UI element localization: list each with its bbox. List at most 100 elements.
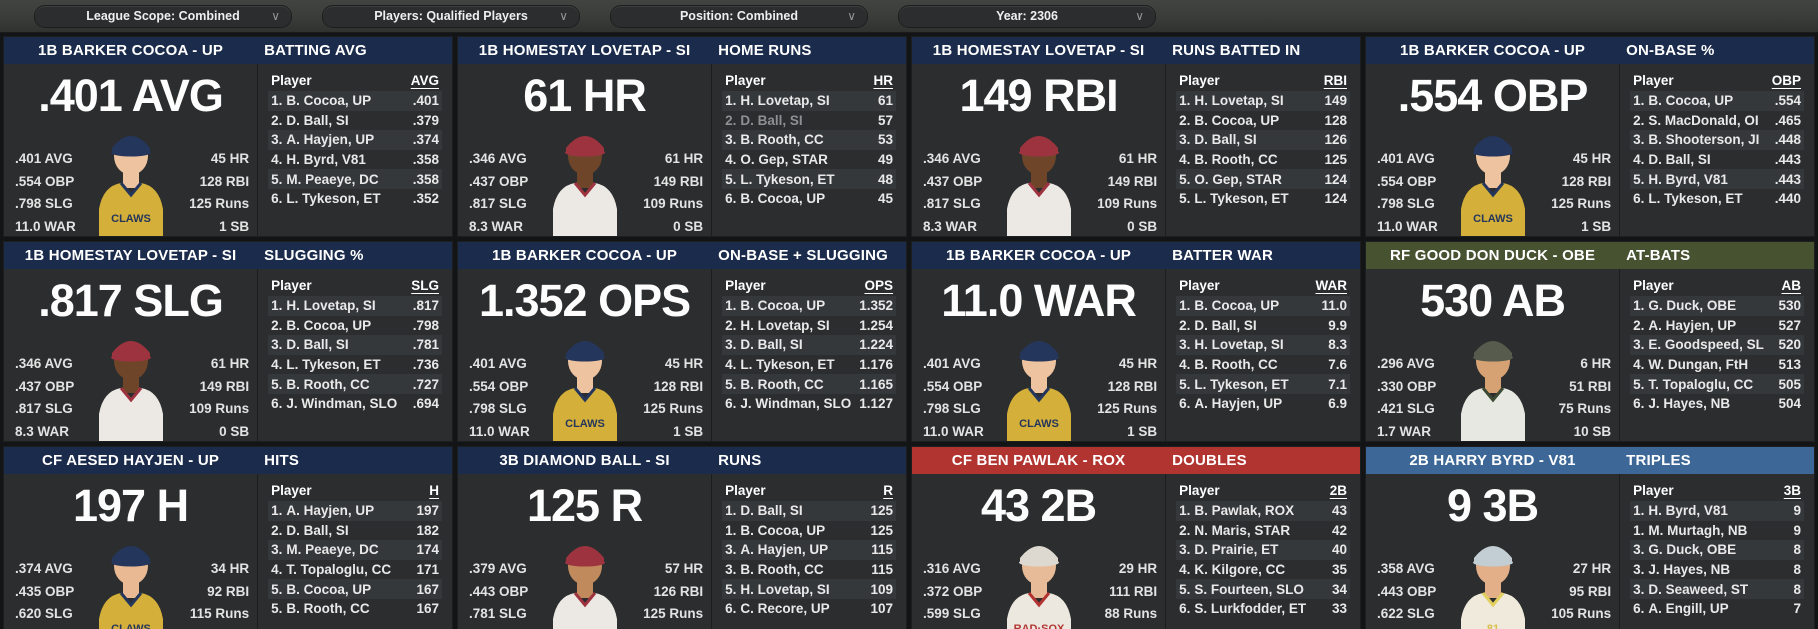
player-name-link[interactable]: H. Byrd, V81 <box>1648 171 1728 187</box>
player-name-link[interactable]: T. Topaloglu, CC <box>286 562 392 578</box>
player-name-link[interactable]: A. Hayjen, UP <box>740 542 829 558</box>
player-name-link[interactable]: S. Lurkfodder, ET <box>1194 601 1307 617</box>
player-name-link[interactable]: L. Tykeson, ET <box>286 357 381 373</box>
player-name-link[interactable]: K. Kilgore, CC <box>1194 562 1286 578</box>
leaderboard-row[interactable]: 5. H. Byrd, V81 .443 <box>1630 169 1804 189</box>
player-portrait[interactable]: CLAWS <box>524 319 646 441</box>
player-name-link[interactable]: G. Duck, OBE <box>1648 542 1737 558</box>
player-name-link[interactable]: B. Shooterson, JI <box>1648 132 1760 148</box>
leaderboard-row[interactable]: 3. E. Goodspeed, SL 520 <box>1630 335 1804 355</box>
player-name-link[interactable]: B. Rooth, CC <box>740 376 824 392</box>
leaderboard-row[interactable]: 1. H. Lovetap, SI .817 <box>268 296 442 316</box>
player-name-link[interactable]: S. MacDonald, OI <box>1648 112 1759 128</box>
player-name-link[interactable]: H. Byrd, V81 <box>286 152 366 168</box>
leaderboard-row[interactable]: 3. D. Ball, SI 126 <box>1176 130 1350 150</box>
leaderboard-row[interactable]: 6. S. Lurkfodder, ET 33 <box>1176 599 1350 619</box>
position-dropdown[interactable]: Position: Combined <box>610 4 868 28</box>
leaderboard-row[interactable]: 6. J. Windman, SLO .694 <box>268 394 442 414</box>
leaderboard-row[interactable]: 4. L. Tykeson, ET 1.176 <box>722 355 896 375</box>
leaderboard-row[interactable]: 5. L. Tykeson, ET 7.1 <box>1176 374 1350 394</box>
player-portrait[interactable] <box>524 524 646 629</box>
leaderboard-row[interactable]: 3. D. Seaweed, ST 8 <box>1630 579 1804 599</box>
player-name-link[interactable]: B. Rooth, CC <box>1194 152 1278 168</box>
leaderboard-row[interactable]: 5. B. Cocoa, UP 167 <box>268 579 442 599</box>
league-scope-dropdown[interactable]: League Scope: Combined <box>34 4 292 28</box>
leaderboard-row[interactable]: 5. L. Tykeson, ET 48 <box>722 169 896 189</box>
leaderboard-row[interactable]: 6. A. Hayjen, UP 6.9 <box>1176 394 1350 414</box>
player-portrait[interactable]: CLAWS <box>70 524 192 629</box>
leaderboard-row[interactable]: 1. H. Lovetap, SI 149 <box>1176 91 1350 111</box>
player-name-link[interactable]: M. Peaeye, DC <box>286 542 379 558</box>
player-name-link[interactable]: B. Cocoa, UP <box>1194 298 1280 314</box>
player-name-link[interactable]: B. Rooth, CC <box>1194 357 1278 373</box>
leaderboard-row[interactable]: 1. B. Cocoa, UP .401 <box>268 91 442 111</box>
player-name-link[interactable]: B. Cocoa, UP <box>740 298 826 314</box>
leaderboard-row[interactable]: 5. M. Peaeye, DC .358 <box>268 169 442 189</box>
player-portrait[interactable]: CLAWS <box>978 319 1100 441</box>
leaderboard-row[interactable]: 3. H. Lovetap, SI 8.3 <box>1176 335 1350 355</box>
leaderboard-row[interactable]: 3. B. Rooth, CC 115 <box>722 560 896 580</box>
player-name-link[interactable]: B. Rooth, CC <box>286 376 370 392</box>
leaderboard-row[interactable]: 3. B. Rooth, CC 53 <box>722 130 896 150</box>
player-name-link[interactable]: D. Ball, SI <box>286 337 349 353</box>
leaderboard-row[interactable]: 4. B. Rooth, CC 125 <box>1176 150 1350 170</box>
leaderboard-row[interactable]: 3. A. Hayjen, UP 115 <box>722 540 896 560</box>
leaderboard-row[interactable]: 6. L. Tykeson, ET .352 <box>268 189 442 209</box>
leaderboard-row[interactable]: 1. G. Duck, OBE 530 <box>1630 296 1804 316</box>
leaderboard-row[interactable]: 6. A. Engill, UP 7 <box>1630 599 1804 619</box>
leader-player-link[interactable]: 3B DIAMOND BALL - SI <box>499 452 670 469</box>
player-portrait[interactable]: 81 <box>1432 524 1554 629</box>
player-name-link[interactable]: B. Cocoa, UP <box>740 191 826 207</box>
leaderboard-row[interactable]: 5. H. Lovetap, SI 109 <box>722 579 896 599</box>
leaderboard-row[interactable]: 4. L. Tykeson, ET .736 <box>268 355 442 375</box>
player-name-link[interactable]: A. Hayjen, UP <box>286 503 375 519</box>
player-name-link[interactable]: B. Cocoa, UP <box>1194 112 1280 128</box>
player-name-link[interactable]: T. Topaloglu, CC <box>1648 376 1754 392</box>
player-name-link[interactable]: D. Ball, SI <box>740 503 803 519</box>
leaderboard-row[interactable]: 1. B. Cocoa, UP 125 <box>722 521 896 541</box>
leaderboard-row[interactable]: 5. S. Fourteen, SLO 34 <box>1176 579 1350 599</box>
leader-player-link[interactable]: 2B HARRY BYRD - V81 <box>1409 452 1576 469</box>
leaderboard-row[interactable]: 2. S. MacDonald, OI .465 <box>1630 111 1804 131</box>
leaderboard-row[interactable]: 2. D. Ball, SI .379 <box>268 111 442 131</box>
leaderboard-row[interactable]: 1. D. Ball, SI 125 <box>722 501 896 521</box>
leaderboard-row[interactable]: 3. D. Ball, SI 1.224 <box>722 335 896 355</box>
player-portrait[interactable]: CLAWS <box>70 114 192 236</box>
player-name-link[interactable]: D. Ball, SI <box>740 112 803 128</box>
leaderboard-row[interactable]: 1. B. Pawlak, ROX 43 <box>1176 501 1350 521</box>
player-name-link[interactable]: B. Cocoa, UP <box>286 93 372 109</box>
leader-player-link[interactable]: 1B HOMESTAY LOVETAP - SI <box>932 42 1145 59</box>
leaderboard-row[interactable]: 4. K. Kilgore, CC 35 <box>1176 560 1350 580</box>
leaderboard-row[interactable]: 6. C. Recore, UP 107 <box>722 599 896 619</box>
player-name-link[interactable]: B. Pawlak, ROX <box>1194 503 1295 519</box>
leaderboard-row[interactable]: 3. A. Hayjen, UP .374 <box>268 130 442 150</box>
leaderboard-row[interactable]: 6. J. Hayes, NB 504 <box>1630 394 1804 414</box>
player-name-link[interactable]: J. Hayes, NB <box>1648 396 1731 412</box>
leaderboard-row[interactable]: 3. M. Peaeye, DC 174 <box>268 540 442 560</box>
player-name-link[interactable]: J. Hayes, NB <box>1648 562 1731 578</box>
player-name-link[interactable]: D. Prairie, ET <box>1194 542 1279 558</box>
player-name-link[interactable]: O. Gep, STAR <box>740 152 828 168</box>
player-name-link[interactable]: W. Dungan, FtH <box>1648 357 1749 373</box>
leaderboard-row[interactable]: 5. B. Rooth, CC 1.165 <box>722 374 896 394</box>
leaderboard-row[interactable]: 6. L. Tykeson, ET .440 <box>1630 189 1804 209</box>
leaderboard-row[interactable]: 2. D. Ball, SI 9.9 <box>1176 316 1350 336</box>
player-name-link[interactable]: D. Ball, SI <box>1194 317 1257 333</box>
leader-player-link[interactable]: RF GOOD DON DUCK - OBE <box>1389 247 1596 264</box>
player-name-link[interactable]: H. Byrd, V81 <box>1648 503 1728 519</box>
leader-player-link[interactable]: CF BEN PAWLAK - ROX <box>951 452 1126 469</box>
leader-player-link[interactable]: 1B BARKER COCOA - UP <box>945 247 1132 264</box>
player-name-link[interactable]: A. Engill, UP <box>1648 601 1729 617</box>
leaderboard-row[interactable]: 1. B. Cocoa, UP 11.0 <box>1176 296 1350 316</box>
player-name-link[interactable]: L. Tykeson, ET <box>1648 191 1743 207</box>
player-name-link[interactable]: B. Cocoa, UP <box>1648 93 1734 109</box>
leaderboard-row[interactable]: 1. H. Byrd, V81 9 <box>1630 501 1804 521</box>
leaderboard-row[interactable]: 1. A. Hayjen, UP 197 <box>268 501 442 521</box>
player-portrait[interactable]: RAD·SOX <box>978 524 1100 629</box>
leader-player-link[interactable]: 1B HOMESTAY LOVETAP - SI <box>24 247 237 264</box>
player-name-link[interactable]: B. Cocoa, UP <box>740 522 826 538</box>
leaderboard-row[interactable]: 1. B. Cocoa, UP .554 <box>1630 91 1804 111</box>
leaderboard-row[interactable]: 4. O. Gep, STAR 49 <box>722 150 896 170</box>
leaderboard-row[interactable]: 4. T. Topaloglu, CC 171 <box>268 560 442 580</box>
player-name-link[interactable]: D. Ball, SI <box>286 112 349 128</box>
